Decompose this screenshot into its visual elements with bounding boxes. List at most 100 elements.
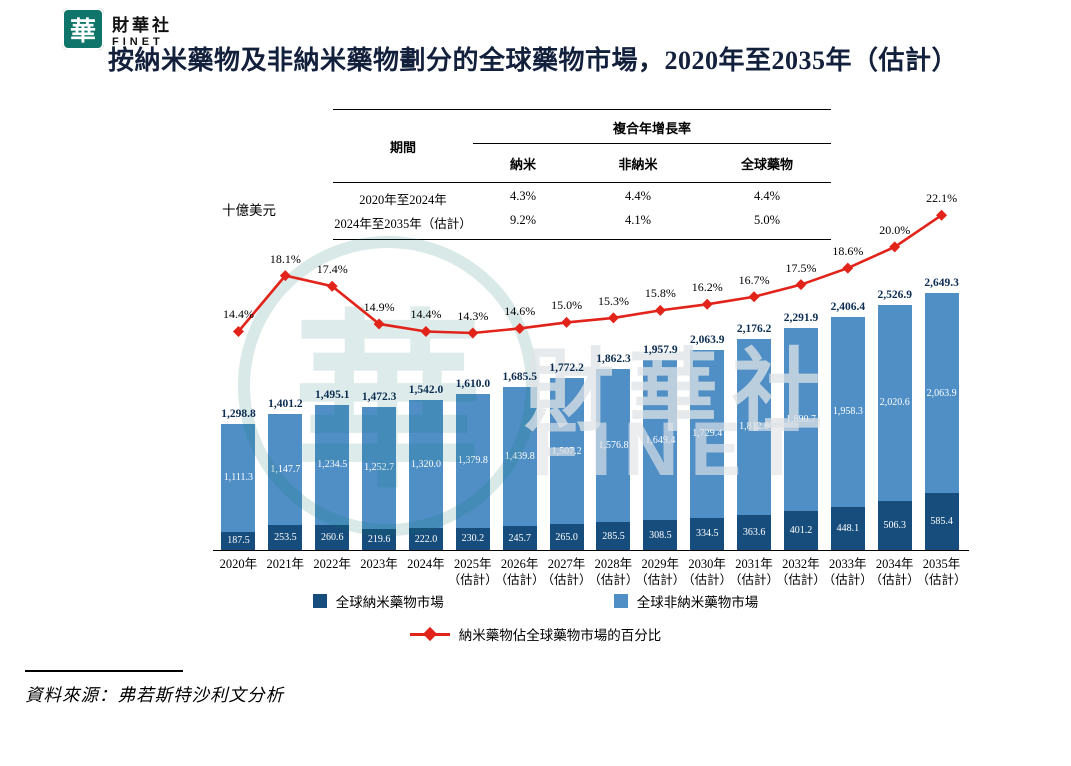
legend-item-nano: 全球納米藥物市場 xyxy=(312,591,444,611)
pct-value-label: 14.4% xyxy=(222,307,254,322)
pct-value-label: 17.4% xyxy=(316,262,348,277)
total-value-label: 1,472.3 xyxy=(361,391,397,404)
legend-line-sample xyxy=(409,626,450,642)
pct-value-label: 14.3% xyxy=(457,309,489,323)
diamond-marker-icon xyxy=(467,327,479,339)
cagr-table: 期間 複合年增長率 納米 非納米 全球藥物 2020年至2024年 4.3% 4… xyxy=(333,109,831,240)
nano-value-label: 253.5 xyxy=(274,532,297,544)
stacked-bar: 1,649.4 308.5 xyxy=(643,360,678,550)
x-axis-label: 2027年 （估計） xyxy=(541,557,592,588)
row-period: 2024年至2035年（估計） xyxy=(334,216,472,231)
stacked-bar: 1,890.7 401.2 xyxy=(783,327,818,550)
nonnano-value-label: 1,111.3 xyxy=(223,472,254,484)
legend-row-1: 全球納米藥物市場 全球非納米藥物市場 xyxy=(0,591,1071,611)
x-axis-label: 2032年 （估計） xyxy=(775,557,826,588)
pct-value-label: 16.7% xyxy=(738,272,770,287)
nonnano-value-label: 1,320.0 xyxy=(410,458,441,470)
bar-segment-nonnano: 1,320.0 xyxy=(408,400,443,529)
stacked-bar: 1,812.6 363.6 xyxy=(737,338,772,550)
row-value: 5.0% xyxy=(753,212,781,227)
legend-item-line: 納米藥物佔全球藥物市場的百分比 xyxy=(409,624,662,644)
total-value-label: 2,176.2 xyxy=(736,322,772,335)
bar-segment-nonnano: 1,252.7 xyxy=(362,407,397,529)
bar-segment-nano: 448.1 xyxy=(830,506,865,550)
nano-value-label: 448.1 xyxy=(836,522,860,534)
bar-segment-nano: 308.5 xyxy=(643,520,678,550)
nonnano-value-label: 1,379.8 xyxy=(457,455,488,467)
stacked-bar: 1,439.8 245.7 xyxy=(502,386,537,550)
stacked-bar: 1,320.0 222.0 xyxy=(408,400,443,550)
bar-segment-nano: 265.0 xyxy=(549,524,584,550)
bar-segment-nonnano: 1,147.7 xyxy=(268,414,303,526)
bar-segment-nonnano: 1,379.8 xyxy=(455,393,490,528)
pct-value-label: 15.8% xyxy=(644,286,676,301)
bar-segment-nonnano: 1,958.3 xyxy=(830,316,865,507)
nano-value-label: 230.2 xyxy=(461,533,485,545)
pct-value-label: 15.0% xyxy=(551,298,583,313)
logo-name-cn: 財華社 xyxy=(112,16,172,35)
pct-value-label: 22.1% xyxy=(926,191,958,206)
nonnano-value-label: 1,147.7 xyxy=(270,464,301,476)
table-row: 2020年至2024年 4.3% 4.4% 4.4% xyxy=(333,186,831,210)
nonnano-value-label: 2,020.6 xyxy=(879,397,910,409)
bar-segment-nonnano: 1,234.5 xyxy=(315,404,350,525)
diamond-marker-icon xyxy=(514,322,526,334)
cagr-header: 複合年增長率 xyxy=(473,110,831,144)
x-axis-label: 2022年 xyxy=(313,557,351,571)
bar-segment-nonnano: 2,020.6 xyxy=(877,304,912,501)
pct-value-label: 17.5% xyxy=(785,260,817,275)
legend-line-diamond-icon xyxy=(422,626,437,642)
stacked-bar: 1,379.8 230.2 xyxy=(455,393,490,550)
nano-value-label: 219.6 xyxy=(367,533,391,545)
diamond-marker-icon xyxy=(889,241,901,253)
x-axis-label: 2025年 （估計） xyxy=(447,557,498,588)
finet-logo: 華 財華社 FINET xyxy=(62,8,172,50)
nonnano-value-label: 1,958.3 xyxy=(832,406,863,418)
stacked-bar: 1,507.2 265.0 xyxy=(549,378,584,550)
bar-segment-nonnano: 1,649.4 xyxy=(643,360,678,521)
legend-label-line: 納米藥物佔全球藥物市場的百分比 xyxy=(458,628,662,643)
legend-row-2: 納米藥物佔全球藥物市場的百分比 xyxy=(0,624,1071,644)
pct-value-label: 18.1% xyxy=(269,251,301,266)
x-axis-label: 2034年 （估計） xyxy=(869,557,920,588)
bar-segment-nano: 506.3 xyxy=(877,500,912,550)
total-value-label: 1,610.0 xyxy=(455,377,491,390)
col-nano: 納米 xyxy=(509,157,536,172)
legend-swatch-nonnano xyxy=(613,594,628,608)
total-value-label: 2,649.3 xyxy=(924,277,959,290)
nonnano-value-label: 1,507.2 xyxy=(551,445,582,457)
bar-segment-nonnano: 1,812.6 xyxy=(737,338,772,515)
cagr-header-group: 複合年增長率 納米 非納米 全球藥物 xyxy=(473,110,831,182)
pct-value-label: 20.0% xyxy=(879,222,911,237)
stacked-bar: 1,729.4 334.5 xyxy=(690,349,725,550)
legend-swatch-nano xyxy=(312,594,327,608)
x-axis-line xyxy=(213,550,969,552)
nano-value-label: 187.5 xyxy=(227,535,250,547)
x-axis-label: 2031年 （估計） xyxy=(729,557,780,588)
nonnano-value-label: 1,649.4 xyxy=(645,434,676,446)
stacked-bar: 1,111.3 187.5 xyxy=(221,424,256,550)
nonnano-value-label: 1,729.4 xyxy=(692,428,723,440)
total-value-label: 1,862.3 xyxy=(596,353,631,366)
nonnano-value-label: 1,812.6 xyxy=(739,421,770,433)
nano-value-label: 265.0 xyxy=(555,531,578,543)
nano-value-label: 245.7 xyxy=(508,532,531,544)
finet-logo-text: 財華社 FINET xyxy=(112,8,172,48)
bar-segment-nano: 253.5 xyxy=(268,525,303,550)
x-axis-label: 2021年 xyxy=(266,557,305,571)
diamond-marker-icon xyxy=(654,304,666,316)
diamond-marker-icon xyxy=(607,312,619,324)
diamond-marker-icon xyxy=(795,279,807,291)
x-axis-label: 2029年 （估計） xyxy=(635,557,686,588)
total-value-label: 1,401.2 xyxy=(268,398,303,411)
bar-segment-nano: 230.2 xyxy=(455,527,490,550)
bar-segment-nonnano: 1,507.2 xyxy=(549,378,584,525)
diamond-marker-icon xyxy=(748,291,760,303)
row-value: 4.4% xyxy=(624,188,652,203)
nonnano-value-label: 2,063.9 xyxy=(926,387,957,399)
total-value-label: 1,542.0 xyxy=(408,384,444,397)
bar-segment-nonnano: 1,890.7 xyxy=(783,327,818,512)
row-value: 4.3% xyxy=(509,188,537,203)
nonnano-value-label: 1,576.8 xyxy=(598,440,629,452)
x-axis-label: 2033年 （估計） xyxy=(822,557,873,588)
